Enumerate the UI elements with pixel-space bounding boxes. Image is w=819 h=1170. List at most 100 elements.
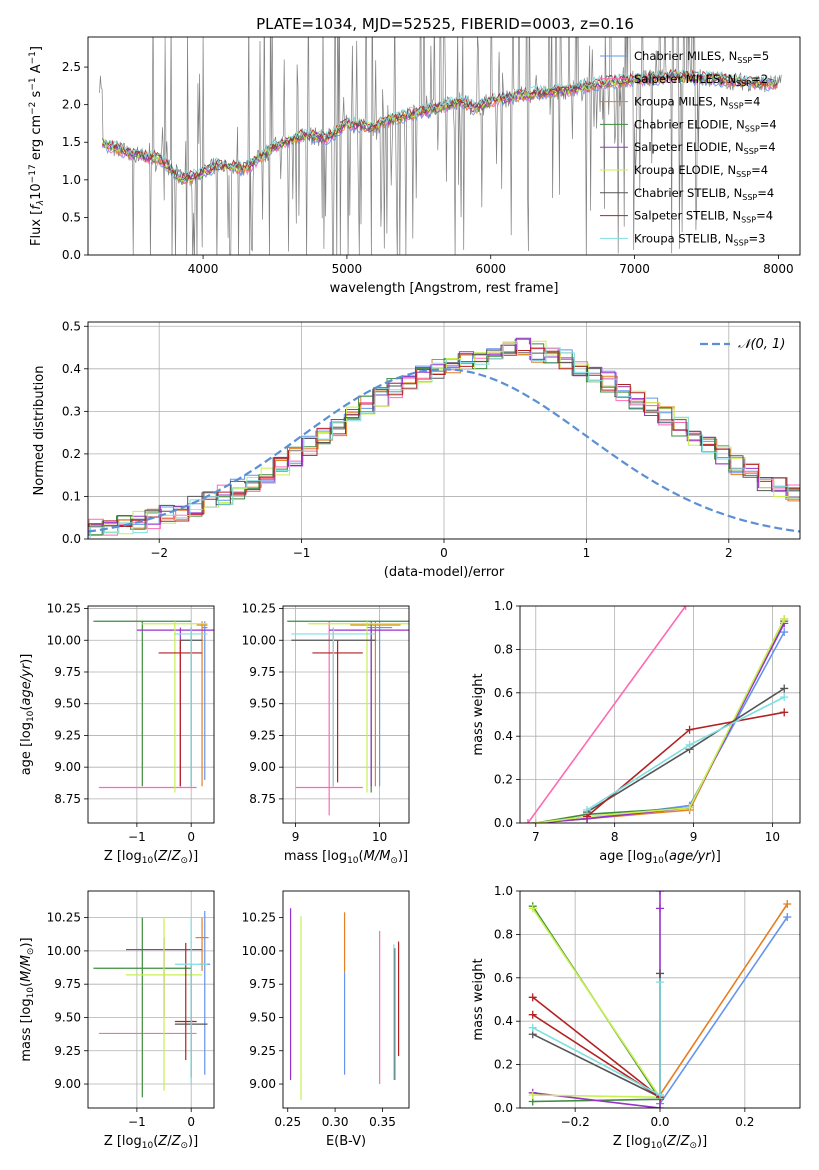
panel-mass_vs_ebv: 0.25 0.30 0.35 9.00 9.25 9.50 9.75 10.00 10.25 E(… xyxy=(242,890,410,1149)
series-marker xyxy=(583,805,592,814)
x-tick-label: −2 xyxy=(150,546,168,560)
y-axis-label: age [log10(age/yr)] xyxy=(19,654,36,776)
y-tick-label: 9.75 xyxy=(249,977,276,991)
series-marker xyxy=(656,1104,664,1108)
series-salpeter_elodie xyxy=(531,619,789,823)
axes-frame xyxy=(87,890,215,1109)
y-tick-label: 10.25 xyxy=(47,602,81,616)
legend-entry: Salpeter ELODIE, NSSP=4 xyxy=(634,140,776,156)
y-tick-label: 10.00 xyxy=(47,944,81,958)
y-axis-label: Normed distribution xyxy=(32,366,47,496)
y-tick-label: 10.00 xyxy=(47,633,81,647)
y-tick-label: 0.8 xyxy=(494,642,513,656)
series-marker xyxy=(528,1090,537,1099)
y-tick-label: 0.0 xyxy=(62,248,81,262)
x-tick-label: 0.30 xyxy=(322,1115,349,1129)
y-tick-label: 0.4 xyxy=(494,729,513,743)
y-tick-label: 0.0 xyxy=(62,532,81,546)
x-axis-label: (data-model)/error xyxy=(384,565,505,580)
errorbar-salpeter_stelib xyxy=(174,942,197,1061)
axes-frame xyxy=(519,605,801,824)
y-tick-label: 9.75 xyxy=(54,977,81,991)
y-tick-label: 10.25 xyxy=(47,911,81,925)
normal-curve xyxy=(88,368,800,533)
series-marker xyxy=(685,803,694,812)
plot-area xyxy=(99,37,782,255)
x-tick-label: 10 xyxy=(765,830,780,844)
series-chabrier_miles xyxy=(531,628,789,823)
plot-area xyxy=(520,606,800,823)
x-tick-label: 6000 xyxy=(475,262,506,276)
y-tick-label: 0.4 xyxy=(494,1014,513,1028)
axes-frame xyxy=(87,36,801,256)
x-tick-label: 0 xyxy=(187,830,195,844)
series-marker xyxy=(656,1090,664,1099)
y-tick-label: 0.2 xyxy=(494,773,513,787)
y-tick-label: 0.8 xyxy=(494,927,513,941)
series-marker xyxy=(528,993,537,1002)
data-spectrum xyxy=(99,37,782,255)
panel-mass_weight_vs_Z: −0.2 0.0 0.2 0.0 0.2 0.4 0.6 0.8 1.0 mass weight Z… xyxy=(471,884,801,1151)
y-tick-label: 0.6 xyxy=(494,686,513,700)
legend: Chabrier MILES, NSSP=5 Salpeter MILES, NS… xyxy=(600,49,777,247)
x-axis-label: Z [log10(Z/Z⊙)] xyxy=(613,1134,707,1151)
x-tick-label: 2 xyxy=(725,546,733,560)
x-tick-label: 10 xyxy=(372,830,387,844)
errorbar-salpeter_miles xyxy=(295,621,363,816)
series-marker xyxy=(531,819,540,823)
axes-frame xyxy=(282,605,410,824)
series-marker xyxy=(656,978,664,987)
series-salpeter_stelib xyxy=(583,708,789,821)
legend-entry: Kroupa STELIB, NSSP=3 xyxy=(634,231,765,247)
series-line xyxy=(659,916,788,1105)
panel-mass_vs_Z: −1 0 9.00 9.25 9.50 9.75 10.00 10.25 Z [log10(Z/… xyxy=(19,890,215,1151)
x-tick-label: 0.0 xyxy=(650,1115,669,1129)
errorbar-kroupa_elodie xyxy=(142,621,208,793)
errorbar-kroupa_miles xyxy=(196,621,208,787)
series-line xyxy=(532,982,661,1097)
series-kroupa_elodie xyxy=(528,904,664,1102)
y-tick-label: 9.75 xyxy=(249,665,276,679)
y-tick-label: 1.5 xyxy=(62,135,81,149)
x-tick-label: 5000 xyxy=(332,262,363,276)
series-marker xyxy=(681,606,690,610)
plot-area xyxy=(88,322,800,539)
x-axis-label: Z [log10(Z/Z⊙)] xyxy=(104,849,198,866)
series-line xyxy=(532,973,661,1099)
errorbar-kroupa_elodie xyxy=(308,621,409,793)
plot-area xyxy=(289,908,400,1101)
y-tick-label: 9.25 xyxy=(249,728,276,742)
x-tick-label: 0.35 xyxy=(369,1115,396,1129)
y-tick-label: 9.00 xyxy=(54,1077,81,1091)
x-tick-label: 9 xyxy=(292,830,300,844)
series-marker xyxy=(685,725,694,734)
x-tick-label: 7000 xyxy=(619,262,650,276)
errorbar-salpeter_stelib xyxy=(312,640,363,783)
plot-area xyxy=(283,606,409,823)
y-tick-label: 0.0 xyxy=(494,1101,513,1115)
series-marker xyxy=(528,1010,537,1019)
x-tick-label: 9 xyxy=(690,830,698,844)
histogram-salpeter_elodie xyxy=(88,337,800,527)
y-tick-label: 0.5 xyxy=(62,210,81,224)
legend-entry: Salpeter MILES, NSSP=2 xyxy=(634,72,768,88)
x-axis-label: E(B-V) xyxy=(326,1134,366,1149)
y-tick-label: 10.25 xyxy=(242,911,276,925)
y-tick-label: 0.2 xyxy=(62,447,81,461)
series-line xyxy=(532,907,662,1099)
x-tick-label: 0 xyxy=(187,1115,195,1129)
x-tick-label: 8 xyxy=(611,830,619,844)
x-axis-label: mass [log10(M/M⊙)] xyxy=(284,849,408,866)
x-tick-label: −1 xyxy=(128,1115,146,1129)
y-tick-label: 9.25 xyxy=(249,1044,276,1058)
series-kroupa_stelib xyxy=(528,978,664,1099)
y-tick-label: 0.0 xyxy=(494,816,513,830)
series-line xyxy=(535,623,785,823)
series-kroupa_miles xyxy=(656,900,792,1099)
errorbar-chabrier_elodie xyxy=(93,917,192,1098)
series-marker xyxy=(656,969,664,978)
series-marker xyxy=(523,819,532,823)
axes-frame xyxy=(519,890,801,1109)
y-tick-label: 8.75 xyxy=(249,792,276,806)
